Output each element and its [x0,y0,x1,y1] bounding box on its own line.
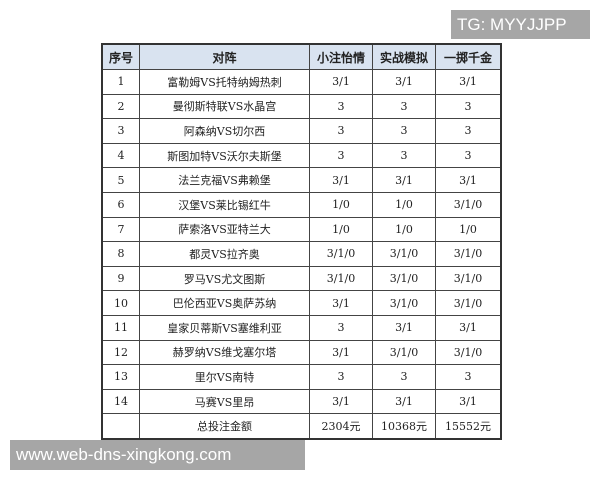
table-cell: 3 [372,118,436,144]
table-cell: 3 [101,118,140,144]
table-row: 2 曼彻斯特联VS水晶宫 3 3 3 [101,93,502,120]
table-cell: 3 [372,93,436,120]
table-cell: 都灵VS拉齐奥 [139,241,310,267]
table-cell: 5 [101,167,140,193]
table-header-row: 序号 对阵 小注怡情 实战模拟 一掷千金 [101,43,502,70]
column-header: 小注怡情 [309,43,373,70]
table-cell: 3 [372,142,436,169]
table-cell: 3/1 [435,314,502,341]
table-row: 1 富勒姆VS托特纳姆热刺 3/1 3/1 3/1 [101,69,502,95]
table-row: 11 皇家贝蒂斯VS塞维利亚 3 3/1 3/1 [101,314,502,341]
table-cell: 11 [101,314,140,341]
table-cell: 4 [101,142,140,169]
table-cell: 9 [101,265,140,292]
table-row: 10 巴伦西亚VS奥萨苏纳 3/1 3/1/0 3/1/0 [101,290,502,316]
url-watermark: www.web-dns-xingkong.com [10,440,305,470]
column-header: 对阵 [139,43,310,70]
table-cell: 3/1/0 [372,265,436,292]
table-cell: 3/1 [309,69,373,95]
table-cell: 3/1 [372,69,436,95]
table-cell: 3/1/0 [435,339,502,366]
table-cell: 3 [435,142,502,169]
table-row: 7 萨索洛VS亚特兰大 1/0 1/0 1/0 [101,216,502,243]
table-cell: 6 [101,191,140,218]
table-cell: 萨索洛VS亚特兰大 [139,216,310,243]
table-cell: 3 [309,314,373,341]
table-cell: 3/1 [309,339,373,366]
table-cell: 1 [101,69,140,95]
table-cell: 3/1/0 [435,290,502,316]
table-cell: 3/1/0 [309,265,373,292]
table-cell: 3/1 [372,167,436,193]
table-cell: 3/1 [309,290,373,316]
table-row: 3 阿森纳VS切尔西 3 3 3 [101,118,502,144]
column-header: 实战模拟 [372,43,436,70]
table-cell: 3/1 [372,314,436,341]
table-row: 9 罗马VS尤文图斯 3/1/0 3/1/0 3/1/0 [101,265,502,292]
table-cell: 1/0 [309,216,373,243]
table-cell: 3/1/0 [372,339,436,366]
table-cell: 马赛VS里昂 [139,388,310,415]
table-cell: 3 [372,364,436,390]
table-cell: 3/1/0 [435,265,502,292]
table-cell: 汉堡VS莱比锡红牛 [139,191,310,218]
table-cell: 8 [101,241,140,267]
table-cell: 3/1/0 [435,191,502,218]
table-cell: 阿森纳VS切尔西 [139,118,310,144]
table-cell: 3/1 [435,167,502,193]
table-cell: 3/1/0 [309,241,373,267]
total-cell: 10368元 [372,413,436,440]
table-cell: 法兰克福VS弗赖堡 [139,167,310,193]
table-cell: 1/0 [372,216,436,243]
table-cell: 10 [101,290,140,316]
table-cell: 皇家贝蒂斯VS塞维利亚 [139,314,310,341]
table-cell: 12 [101,339,140,366]
total-cell: 总投注金额 [139,413,310,440]
table-cell: 曼彻斯特联VS水晶宫 [139,93,310,120]
table-row: 5 法兰克福VS弗赖堡 3/1 3/1 3/1 [101,167,502,193]
table-row: 14 马赛VS里昂 3/1 3/1 3/1 [101,388,502,415]
table-cell: 14 [101,388,140,415]
table-cell: 3 [309,364,373,390]
table-cell: 斯图加特VS沃尔夫斯堡 [139,142,310,169]
table-cell: 13 [101,364,140,390]
table-cell: 3/1 [435,69,502,95]
tg-watermark: TG: MYYJJPP [451,10,590,39]
table-cell: 3 [435,93,502,120]
table-cell: 赫罗纳VS维戈塞尔塔 [139,339,310,366]
table-cell: 3/1/0 [372,241,436,267]
table-cell: 巴伦西亚VS奥萨苏纳 [139,290,310,316]
column-header: 一掷千金 [435,43,502,70]
table-cell: 3/1/0 [435,241,502,267]
table-cell: 3 [309,118,373,144]
table-cell: 3/1/0 [372,290,436,316]
table-cell: 里尔VS南特 [139,364,310,390]
table-cell: 3/1 [309,388,373,415]
table-cell: 3/1 [309,167,373,193]
table-cell: 1/0 [435,216,502,243]
table-cell: 3 [435,118,502,144]
table-cell: 1/0 [309,191,373,218]
table-cell: 1/0 [372,191,436,218]
table-cell: 3 [309,142,373,169]
table-cell: 罗马VS尤文图斯 [139,265,310,292]
table-cell: 3/1 [435,388,502,415]
table-cell: 7 [101,216,140,243]
table-cell: 2 [101,93,140,120]
table-cell: 3 [309,93,373,120]
total-cell: 2304元 [309,413,373,440]
total-cell: 15552元 [435,413,502,440]
table-row: 12 赫罗纳VS维戈塞尔塔 3/1 3/1/0 3/1/0 [101,339,502,366]
table-cell: 富勒姆VS托特纳姆热刺 [139,69,310,95]
table-row: 4 斯图加特VS沃尔夫斯堡 3 3 3 [101,142,502,169]
table-row: 8 都灵VS拉齐奥 3/1/0 3/1/0 3/1/0 [101,241,502,267]
table-cell: 3/1 [372,388,436,415]
total-cell [101,413,140,440]
betting-table: 序号 对阵 小注怡情 实战模拟 一掷千金 1 富勒姆VS托特纳姆热刺 3/1 3/1 3/1 2 曼… [101,43,502,440]
table-row: 6 汉堡VS莱比锡红牛 1/0 1/0 3/1/0 [101,191,502,218]
table-row: 13 里尔VS南特 3 3 3 [101,364,502,390]
total-row: 总投注金额 2304元 10368元 15552元 [101,413,502,440]
table-cell: 3 [435,364,502,390]
column-header: 序号 [101,43,140,70]
